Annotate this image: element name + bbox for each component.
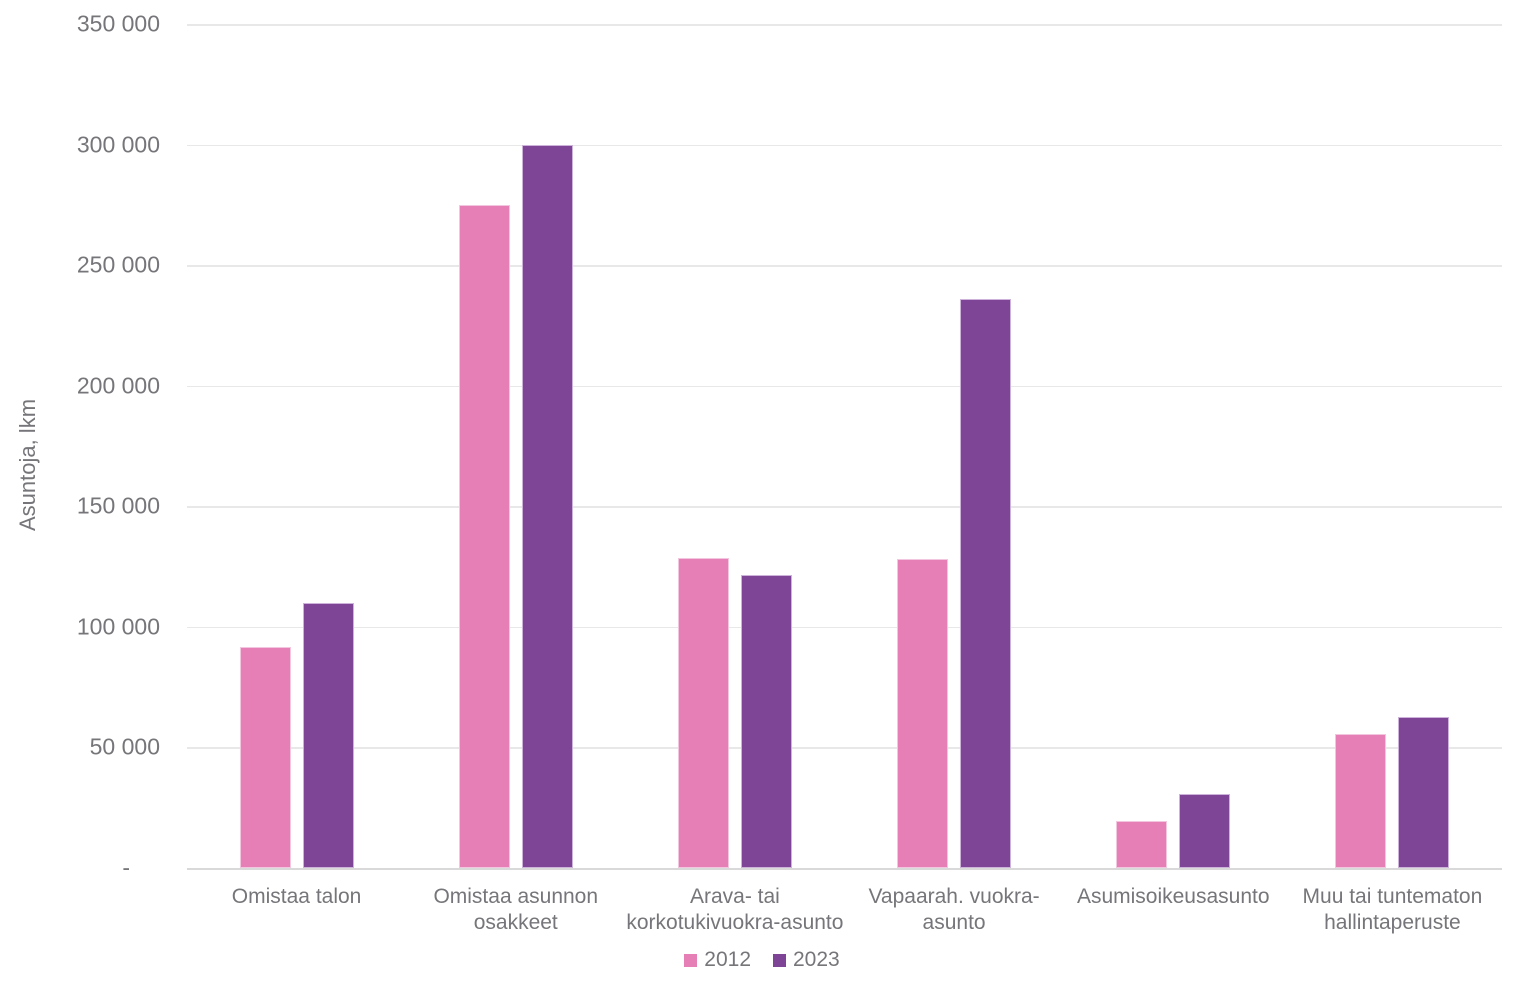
gridline: [187, 626, 1502, 629]
bar-2023-category-3: [740, 575, 792, 868]
y-tick-label: 200 000: [76, 372, 160, 399]
y-tick-label: 100 000: [76, 613, 160, 640]
legend-item-2023: 2023: [773, 948, 840, 972]
y-tick-label: 350 000: [76, 10, 160, 37]
bar-2012-category-4: [897, 559, 949, 868]
bar-2023-category-5: [1179, 794, 1231, 868]
x-category-label: Omistaa talon: [231, 885, 362, 908]
x-category-label: Asumisoikeusasunto: [1076, 885, 1270, 908]
gridline: [187, 506, 1502, 508]
y-tick-label: 250 000: [76, 251, 160, 278]
y-tick-label: -: [122, 854, 130, 881]
y-tick-label: 150 000: [76, 492, 160, 519]
gridline: [187, 24, 1502, 26]
x-category-label: Muu tai tuntematon hallintaperuste: [1302, 885, 1483, 934]
bar-2023-category-4: [960, 298, 1012, 868]
y-tick-label: 300 000: [76, 131, 160, 158]
gridline: [187, 265, 1502, 267]
bar-2012-category-2: [458, 204, 510, 868]
legend: 2012 2023: [0, 948, 1524, 972]
bar-2023-category-1: [302, 602, 354, 868]
bar-2012-category-1: [239, 647, 291, 868]
x-category-label: Vapaarah. vuokra- asunto: [868, 885, 1040, 934]
x-category-label: Arava- tai korkotukivuokra-asunto: [626, 885, 844, 934]
bar-2023-category-6: [1398, 717, 1450, 868]
y-tick-label: 50 000: [89, 733, 160, 760]
legend-swatch-icon: [773, 953, 786, 967]
x-category-label: Omistaa asunnon osakkeet: [433, 885, 599, 934]
gridline: [187, 385, 1502, 388]
bar-2012-category-6: [1335, 734, 1387, 868]
x-axis-line: [187, 868, 1502, 870]
bar-2012-category-3: [677, 558, 729, 868]
legend-swatch-icon: [684, 953, 698, 967]
legend-label: 2012: [704, 948, 751, 971]
gridline: [187, 144, 1502, 147]
bar-2012-category-5: [1116, 820, 1168, 868]
bar-2023-category-2: [521, 144, 573, 868]
gridline: [187, 747, 1502, 749]
legend-label: 2023: [793, 948, 840, 971]
legend-item-2012: 2012: [684, 948, 751, 972]
